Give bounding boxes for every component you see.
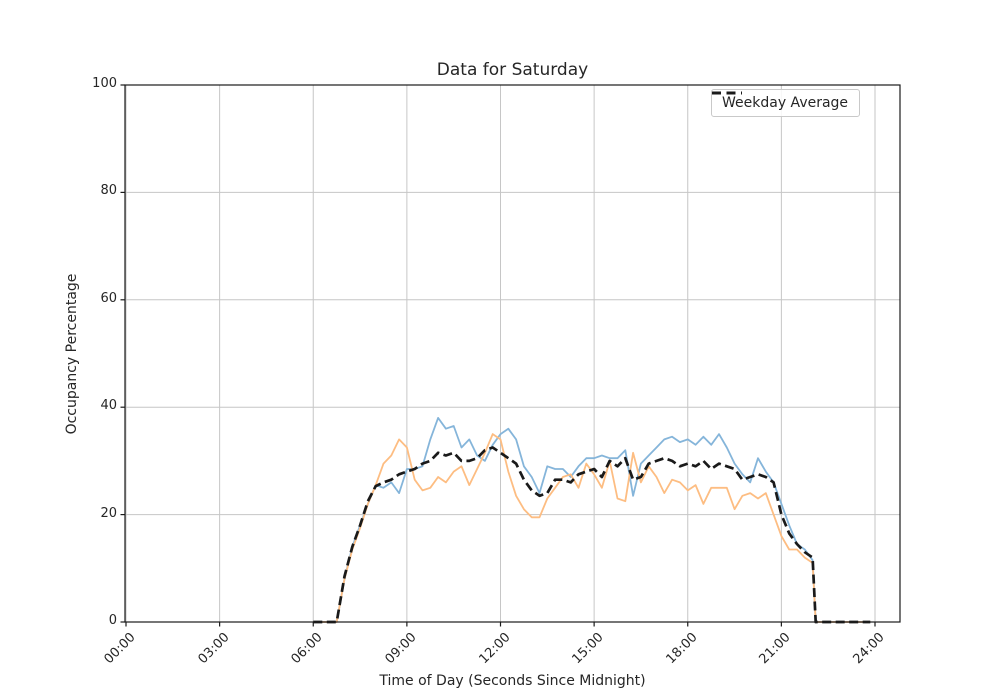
series-saturday-observed-1 xyxy=(313,416,871,623)
series-saturday-observed-2 xyxy=(313,433,871,623)
y-tick-label: 80 xyxy=(100,183,117,199)
legend-entry-label: Weekday Average xyxy=(722,95,849,111)
y-tick-label: 0 xyxy=(108,613,117,628)
chart-title: Data for Saturday xyxy=(436,60,589,80)
y-tick-label: 100 xyxy=(92,76,117,91)
y-tick-label: 40 xyxy=(100,398,117,414)
legend: Weekday Average xyxy=(711,89,861,117)
axes-spines xyxy=(124,84,901,623)
series-weekday-average xyxy=(313,446,871,624)
y-tick-label: 60 xyxy=(100,290,117,306)
x-axis-label: Time of Day (Seconds Since Midnight) xyxy=(379,673,646,689)
y-tick-label: 20 xyxy=(100,505,117,521)
legend-dash-sample-icon xyxy=(712,91,742,95)
